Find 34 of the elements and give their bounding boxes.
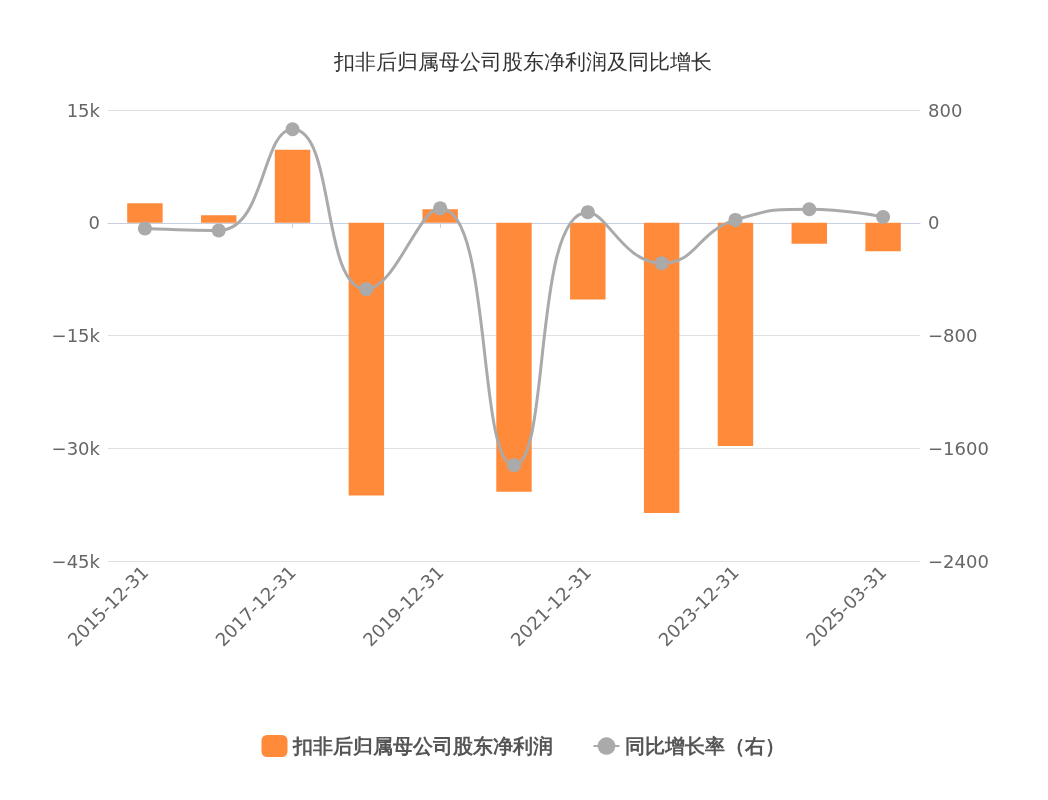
point bbox=[285, 122, 300, 137]
bar bbox=[570, 222, 606, 300]
bar bbox=[717, 222, 754, 446]
y-tick-label: −30k bbox=[51, 437, 101, 459]
point bbox=[211, 223, 226, 238]
y-tick-label: 0 bbox=[88, 212, 100, 234]
bar bbox=[643, 222, 680, 513]
bar bbox=[865, 222, 901, 252]
y2-tick-label: −2400 bbox=[928, 550, 989, 572]
point bbox=[876, 209, 891, 224]
point bbox=[802, 202, 817, 217]
y-tick-label: −45k bbox=[51, 550, 101, 572]
point bbox=[728, 212, 743, 227]
bar bbox=[274, 149, 311, 223]
bar bbox=[127, 203, 163, 223]
bar bbox=[791, 222, 827, 244]
bar bbox=[496, 222, 532, 492]
y2-tick-label: −1600 bbox=[928, 437, 989, 459]
bar bbox=[348, 222, 385, 496]
point bbox=[359, 282, 374, 297]
y2-tick-label: 800 bbox=[928, 99, 963, 121]
point bbox=[137, 221, 152, 236]
legend-label: 同比增长率（右） bbox=[624, 734, 785, 758]
y-tick-label: −15k bbox=[51, 325, 101, 346]
y2-tick-label: −800 bbox=[928, 325, 978, 346]
point bbox=[433, 201, 448, 216]
legend-label: 扣非后归属母公司股东净利润 bbox=[291, 734, 553, 758]
y2-tick-label: 0 bbox=[928, 212, 940, 234]
point bbox=[580, 205, 595, 220]
point bbox=[654, 256, 669, 271]
y-tick-label: 15k bbox=[66, 99, 101, 121]
bar bbox=[201, 215, 237, 223]
point bbox=[507, 458, 521, 473]
chart-title: 扣非后归属母公司股东净利润及同比增长 bbox=[333, 49, 712, 74]
